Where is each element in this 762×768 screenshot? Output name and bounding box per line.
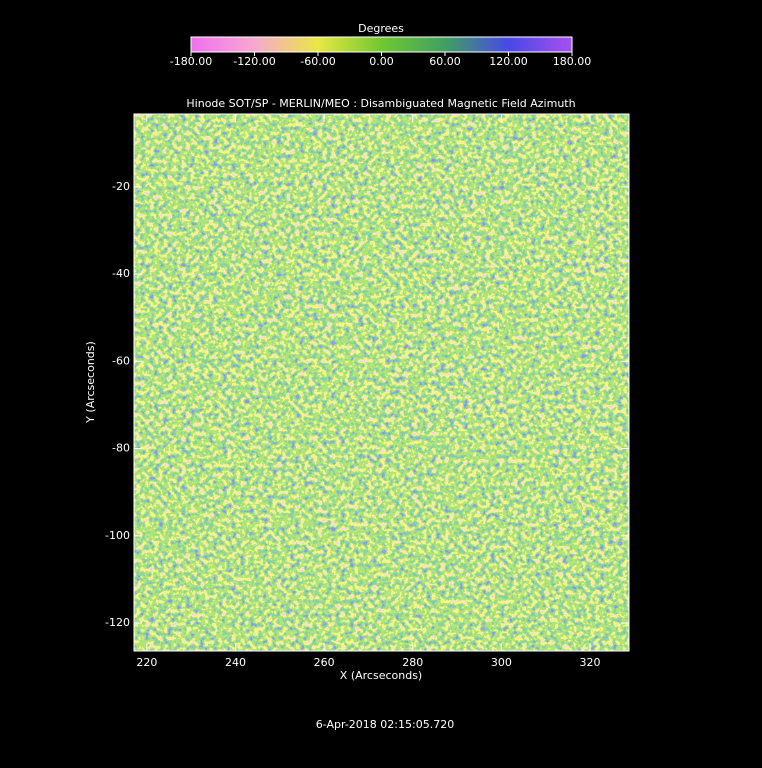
x-axis-label: X (Arcseconds) bbox=[340, 669, 422, 682]
colorbar-tick-label: -60.00 bbox=[300, 55, 335, 68]
x-tick-label: 260 bbox=[314, 656, 335, 669]
azimuth-map bbox=[134, 114, 629, 651]
x-tick-label: 240 bbox=[225, 656, 246, 669]
footer-date: 6-Apr-2018 02:15:05.720 bbox=[316, 718, 454, 731]
colorbar-tick-label: 60.00 bbox=[429, 55, 461, 68]
colorbar-tick-label: 120.00 bbox=[489, 55, 528, 68]
y-tick-label: -100 bbox=[105, 529, 130, 542]
x-tick-label: 280 bbox=[402, 656, 423, 669]
colorbar-title: Degrees bbox=[358, 22, 404, 35]
y-tick-label: -20 bbox=[112, 180, 130, 193]
colorbar-tick-label: 180.00 bbox=[553, 55, 592, 68]
x-tick-label: 320 bbox=[580, 656, 601, 669]
plot-frame bbox=[133, 113, 630, 652]
chart-title: Hinode SOT/SP - MERLIN/MEO : Disambiguat… bbox=[186, 97, 575, 110]
x-tick-label: 300 bbox=[491, 656, 512, 669]
y-axis-label: Y (Arcseconds) bbox=[84, 341, 97, 424]
colorbar-tick-label: -180.00 bbox=[170, 55, 212, 68]
colorbar-tick-label: 0.00 bbox=[369, 55, 394, 68]
x-tick-label: 220 bbox=[136, 656, 157, 669]
y-tick-label: -80 bbox=[112, 442, 130, 455]
y-tick-label: -60 bbox=[112, 354, 130, 367]
colorbar bbox=[190, 36, 573, 53]
y-tick-label: -40 bbox=[112, 267, 130, 280]
colorbar-tick-label: -120.00 bbox=[233, 55, 275, 68]
y-tick-label: -120 bbox=[105, 616, 130, 629]
